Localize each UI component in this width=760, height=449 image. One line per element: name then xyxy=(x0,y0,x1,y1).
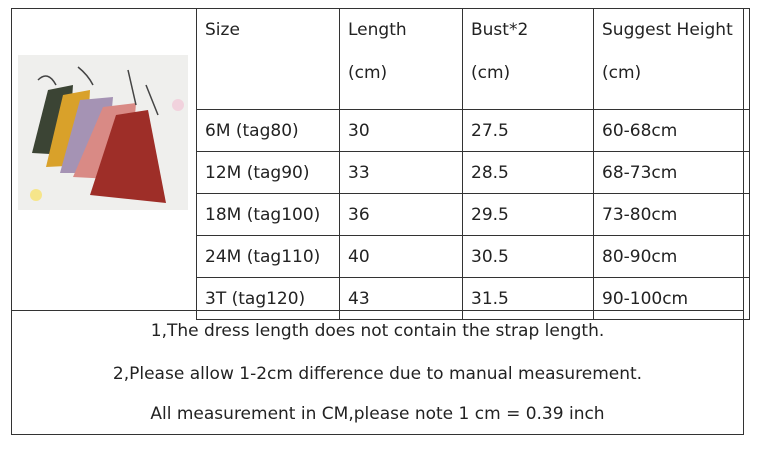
product-photo-dresses xyxy=(18,55,188,210)
header-unit: (cm) xyxy=(602,63,642,83)
table-row: 3T (tag120) 43 31.5 90-100cm xyxy=(196,277,750,320)
table-row: 24M (tag110) 40 30.5 80-90cm xyxy=(196,235,750,278)
table-row: 18M (tag100) 36 29.5 73-80cm xyxy=(196,193,750,236)
note-units: All measurement in CM,please note 1 cm =… xyxy=(150,404,605,424)
header-length: Length (cm) xyxy=(339,8,463,110)
cell-size: 24M (tag110) xyxy=(196,235,340,278)
table-row: 12M (tag90) 33 28.5 68-73cm xyxy=(196,151,750,194)
cell-size: 12M (tag90) xyxy=(196,151,340,194)
header-unit: (cm) xyxy=(471,63,511,83)
header-height: Suggest Height (cm) xyxy=(593,8,750,110)
cell-size: 6M (tag80) xyxy=(196,109,340,152)
size-table: Size Length (cm) Bust*2 (cm) Suggest Heigh… xyxy=(196,8,750,320)
cell-size: 3T (tag120) xyxy=(196,277,340,320)
cell-size: 18M (tag100) xyxy=(196,193,340,236)
cell-bust: 29.5 xyxy=(462,193,594,236)
cell-length: 36 xyxy=(339,193,463,236)
header-bust: Bust*2 (cm) xyxy=(462,8,594,110)
header-label: Length xyxy=(348,20,407,40)
cell-bust: 28.5 xyxy=(462,151,594,194)
notes-section: 1,The dress length does not contain the … xyxy=(11,310,744,436)
note-strap: 1,The dress length does not contain the … xyxy=(150,321,605,341)
header-unit: (cm) xyxy=(348,63,388,83)
header-label: Size xyxy=(205,20,240,40)
header-row: Size Length (cm) Bust*2 (cm) Suggest Heigh… xyxy=(196,8,750,110)
header-label: Suggest Height xyxy=(602,20,733,40)
cell-bust: 27.5 xyxy=(462,109,594,152)
cell-length: 33 xyxy=(339,151,463,194)
cell-bust: 30.5 xyxy=(462,235,594,278)
note-tolerance: 2,Please allow 1-2cm difference due to m… xyxy=(112,364,643,384)
header-label: Bust*2 xyxy=(471,20,529,40)
dress-red xyxy=(90,110,166,203)
cell-height: 73-80cm xyxy=(593,193,750,236)
cell-bust: 31.5 xyxy=(462,277,594,320)
header-size: Size xyxy=(196,8,340,110)
cell-length: 40 xyxy=(339,235,463,278)
table-row: 6M (tag80) 30 27.5 60-68cm xyxy=(196,109,750,152)
cell-height: 90-100cm xyxy=(593,277,750,320)
cell-height: 60-68cm xyxy=(593,109,750,152)
cell-height: 80-90cm xyxy=(593,235,750,278)
cell-length: 30 xyxy=(339,109,463,152)
cell-height: 68-73cm xyxy=(593,151,750,194)
